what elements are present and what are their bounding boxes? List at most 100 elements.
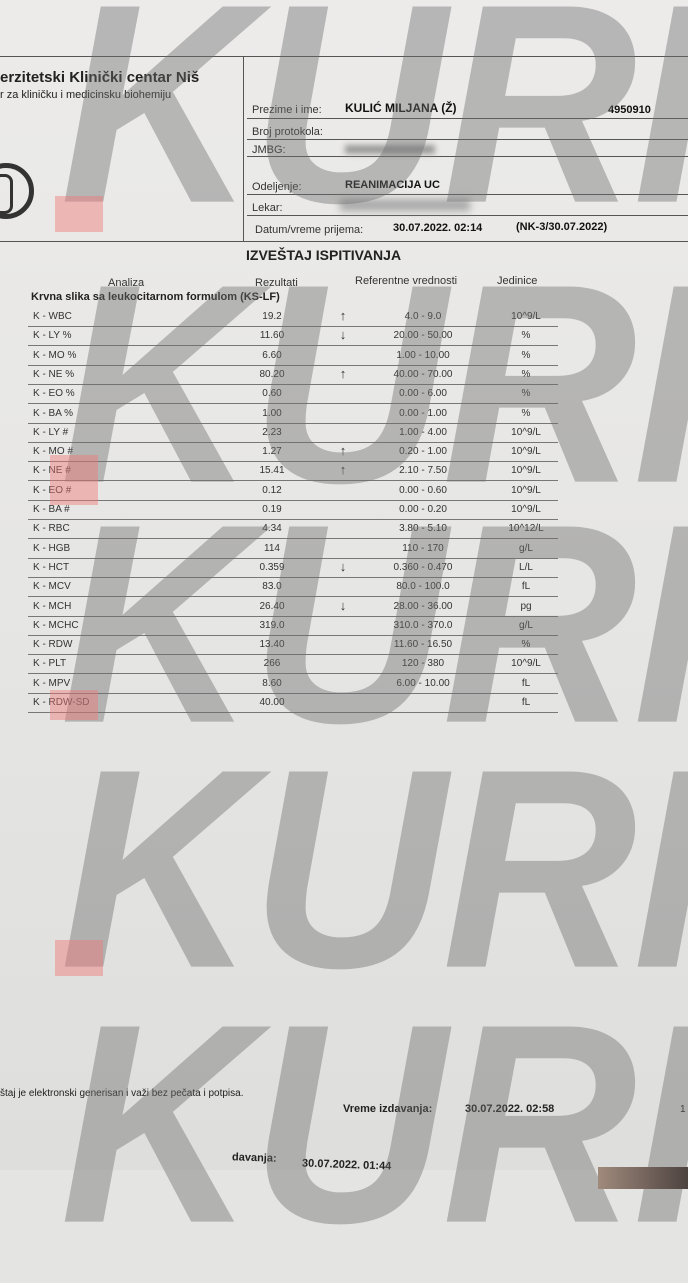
- analyte-name: K - BA %: [33, 407, 74, 419]
- ward-label: Odeljenje:: [252, 181, 302, 193]
- analyte-name: K - BA #: [33, 504, 70, 515]
- divider: [0, 241, 688, 242]
- footer-note: štaj je elektronski generisan i važi bez…: [0, 1088, 244, 1099]
- analyte-name: K - MO %: [33, 349, 77, 361]
- analyte-name: K - WBC: [33, 311, 72, 322]
- result-value: 40.00: [259, 697, 285, 708]
- result-value: 26.40: [259, 600, 285, 612]
- watermark: KURIR: [60, 966, 688, 1283]
- flag-arrow-icon: ↑: [339, 308, 347, 323]
- analyte-name: K - EO #: [33, 484, 72, 496]
- table-row: K - MPV 8.60 6.00 - 10.00 fL: [28, 674, 558, 694]
- page-number: 1: [680, 1104, 686, 1115]
- unit: g/L: [519, 542, 533, 554]
- divider: [247, 118, 688, 119]
- divider: [247, 215, 688, 216]
- unit: %: [521, 349, 531, 361]
- watermark-accent: [50, 455, 98, 505]
- reference-range: 2.10 - 7.50: [399, 465, 447, 477]
- reference-range: 0.20 - 1.00: [399, 446, 447, 458]
- unit: g/L: [519, 619, 533, 631]
- result-value: 6.60: [262, 349, 282, 361]
- reference-range: 4.0 - 9.0: [404, 311, 442, 322]
- result-value: 319.0: [259, 619, 285, 631]
- ward-value: REANIMACIJA UC: [345, 179, 440, 191]
- table-row: K - MO % 6.60 1.00 - 10.00%: [28, 346, 558, 366]
- analyte-name: K - MPV: [33, 677, 71, 689]
- analyte-name: K - MCV: [33, 581, 71, 593]
- analyte-name: K - RDW: [33, 639, 73, 651]
- table-row: K - MCH 26.40 ↓ 28.00 - 36.00 pg: [28, 597, 558, 617]
- department-name: r za kliničku i medicinsku biohemiju: [0, 89, 172, 101]
- reference-range: 0.360 - 0.470: [393, 561, 453, 573]
- analyte-name: K - LY %: [33, 330, 72, 342]
- result-value: 4.34: [262, 523, 282, 535]
- patient-label: Prezime i ime:: [252, 104, 322, 116]
- protocol-number: 4950910: [608, 104, 651, 116]
- table-row: K - EO # 0.12 0.00 - 0.60 10^9/L: [28, 481, 558, 501]
- analyte-name: K - MCH: [33, 600, 72, 612]
- table-row: K - LY % 11.60 ↓ 20.00 - 50.00%: [28, 326, 558, 347]
- reference-range: 1.00 - 10.00: [396, 349, 450, 361]
- doctor-redacted: [340, 199, 470, 211]
- result-value: 1.00: [262, 407, 282, 419]
- result-value: 114: [264, 542, 280, 554]
- issued-datetime: 30.07.2022. 02:58: [465, 1103, 555, 1115]
- table-row: K - NE % 80.20 ↑ 40.00 - 70.00%: [28, 365, 558, 385]
- admission-code: (NK-3/30.07.2022): [516, 221, 608, 233]
- result-value: 83.0: [262, 581, 282, 593]
- reference-range: 40.00 - 70.00: [393, 368, 453, 380]
- analyte-name: K - MO #: [33, 446, 74, 458]
- table-row: K - HCT 0.359 ↓ 0.360 - 0.470 L/L: [28, 558, 558, 578]
- column-header-units: Jedinice: [497, 275, 538, 287]
- reference-range: 0.00 - 6.00: [399, 388, 447, 400]
- unit: 10^9/L: [511, 504, 541, 515]
- column-header-results: Rezultati: [255, 277, 298, 289]
- result-value: 266: [263, 658, 281, 670]
- unit: 10^12/L: [508, 523, 544, 535]
- institution-logo: [0, 163, 34, 219]
- unit: fL: [521, 581, 531, 593]
- table-row: K - WBC 19.2 ↑ 4.0 - 9.0 10^9/L: [28, 307, 558, 327]
- unit: 10^9/L: [511, 484, 541, 496]
- reference-range: 110 - 170: [402, 542, 444, 554]
- analyte-name: K - LY #: [33, 426, 69, 438]
- column-header-analysis: Analiza: [108, 277, 145, 289]
- reference-range: 1.00 - 4.00: [399, 426, 447, 438]
- analyte-name: K - NE #: [33, 465, 71, 477]
- jmbg-redacted: [345, 145, 435, 154]
- table-row: K - NE # 15.41 ↑ 2.10 - 7.50 10^9/L: [28, 461, 558, 482]
- analyte-name: K - RDW-SD: [33, 697, 90, 708]
- table-row: K - BA % 1.00 0.00 - 1.00%: [28, 404, 558, 424]
- table-row: K - PLT 266 120 - 380 10^9/L: [28, 654, 558, 675]
- reference-range: 0.00 - 0.60: [399, 484, 447, 496]
- unit: 10^9/L: [511, 465, 541, 477]
- reference-range: 0.00 - 1.00: [399, 407, 447, 419]
- column-header-reference: Referentne vrednosti: [355, 275, 458, 287]
- watermark: KURIR: [60, 226, 688, 543]
- reference-range: 3.80 - 5.10: [399, 523, 447, 535]
- table-row: K - RDW-SD 40.00 fL: [28, 693, 558, 713]
- reference-range: 6.00 - 10.00: [396, 677, 450, 689]
- reference-range: 20.00 - 50.00: [393, 330, 453, 342]
- reference-range: 0.00 - 0.20: [399, 504, 447, 515]
- analyte-name: K - HGB: [33, 542, 71, 554]
- result-value: 13.40: [259, 639, 285, 651]
- result-value: 15.41: [259, 465, 285, 477]
- unit: fL: [521, 677, 531, 689]
- analyte-name: K - MCHC: [33, 619, 79, 631]
- reference-range: 11.60 - 16.50: [393, 639, 453, 651]
- result-value: 80.20: [259, 368, 285, 380]
- table-row: K - EO % 0.60 0.00 - 6.00%: [28, 384, 558, 405]
- result-value: 0.19: [262, 504, 282, 515]
- analyte-name: K - NE %: [33, 368, 75, 380]
- table-row: K - RBC 4.34 3.80 - 5.10 10^12/L: [28, 519, 558, 540]
- watermark-accent: [55, 196, 103, 232]
- unit: %: [521, 407, 531, 419]
- report-paper: erzitetski Klinički centar Niš r za klin…: [0, 0, 688, 1173]
- report-title: IZVEŠTAJ ISPITIVANJA: [246, 247, 402, 263]
- protocol-label: Broj protokola:: [252, 126, 323, 138]
- reference-range: 80.0 - 100.0: [396, 581, 450, 593]
- reference-range: 28.00 - 36.00: [393, 600, 453, 612]
- divider: [0, 56, 688, 57]
